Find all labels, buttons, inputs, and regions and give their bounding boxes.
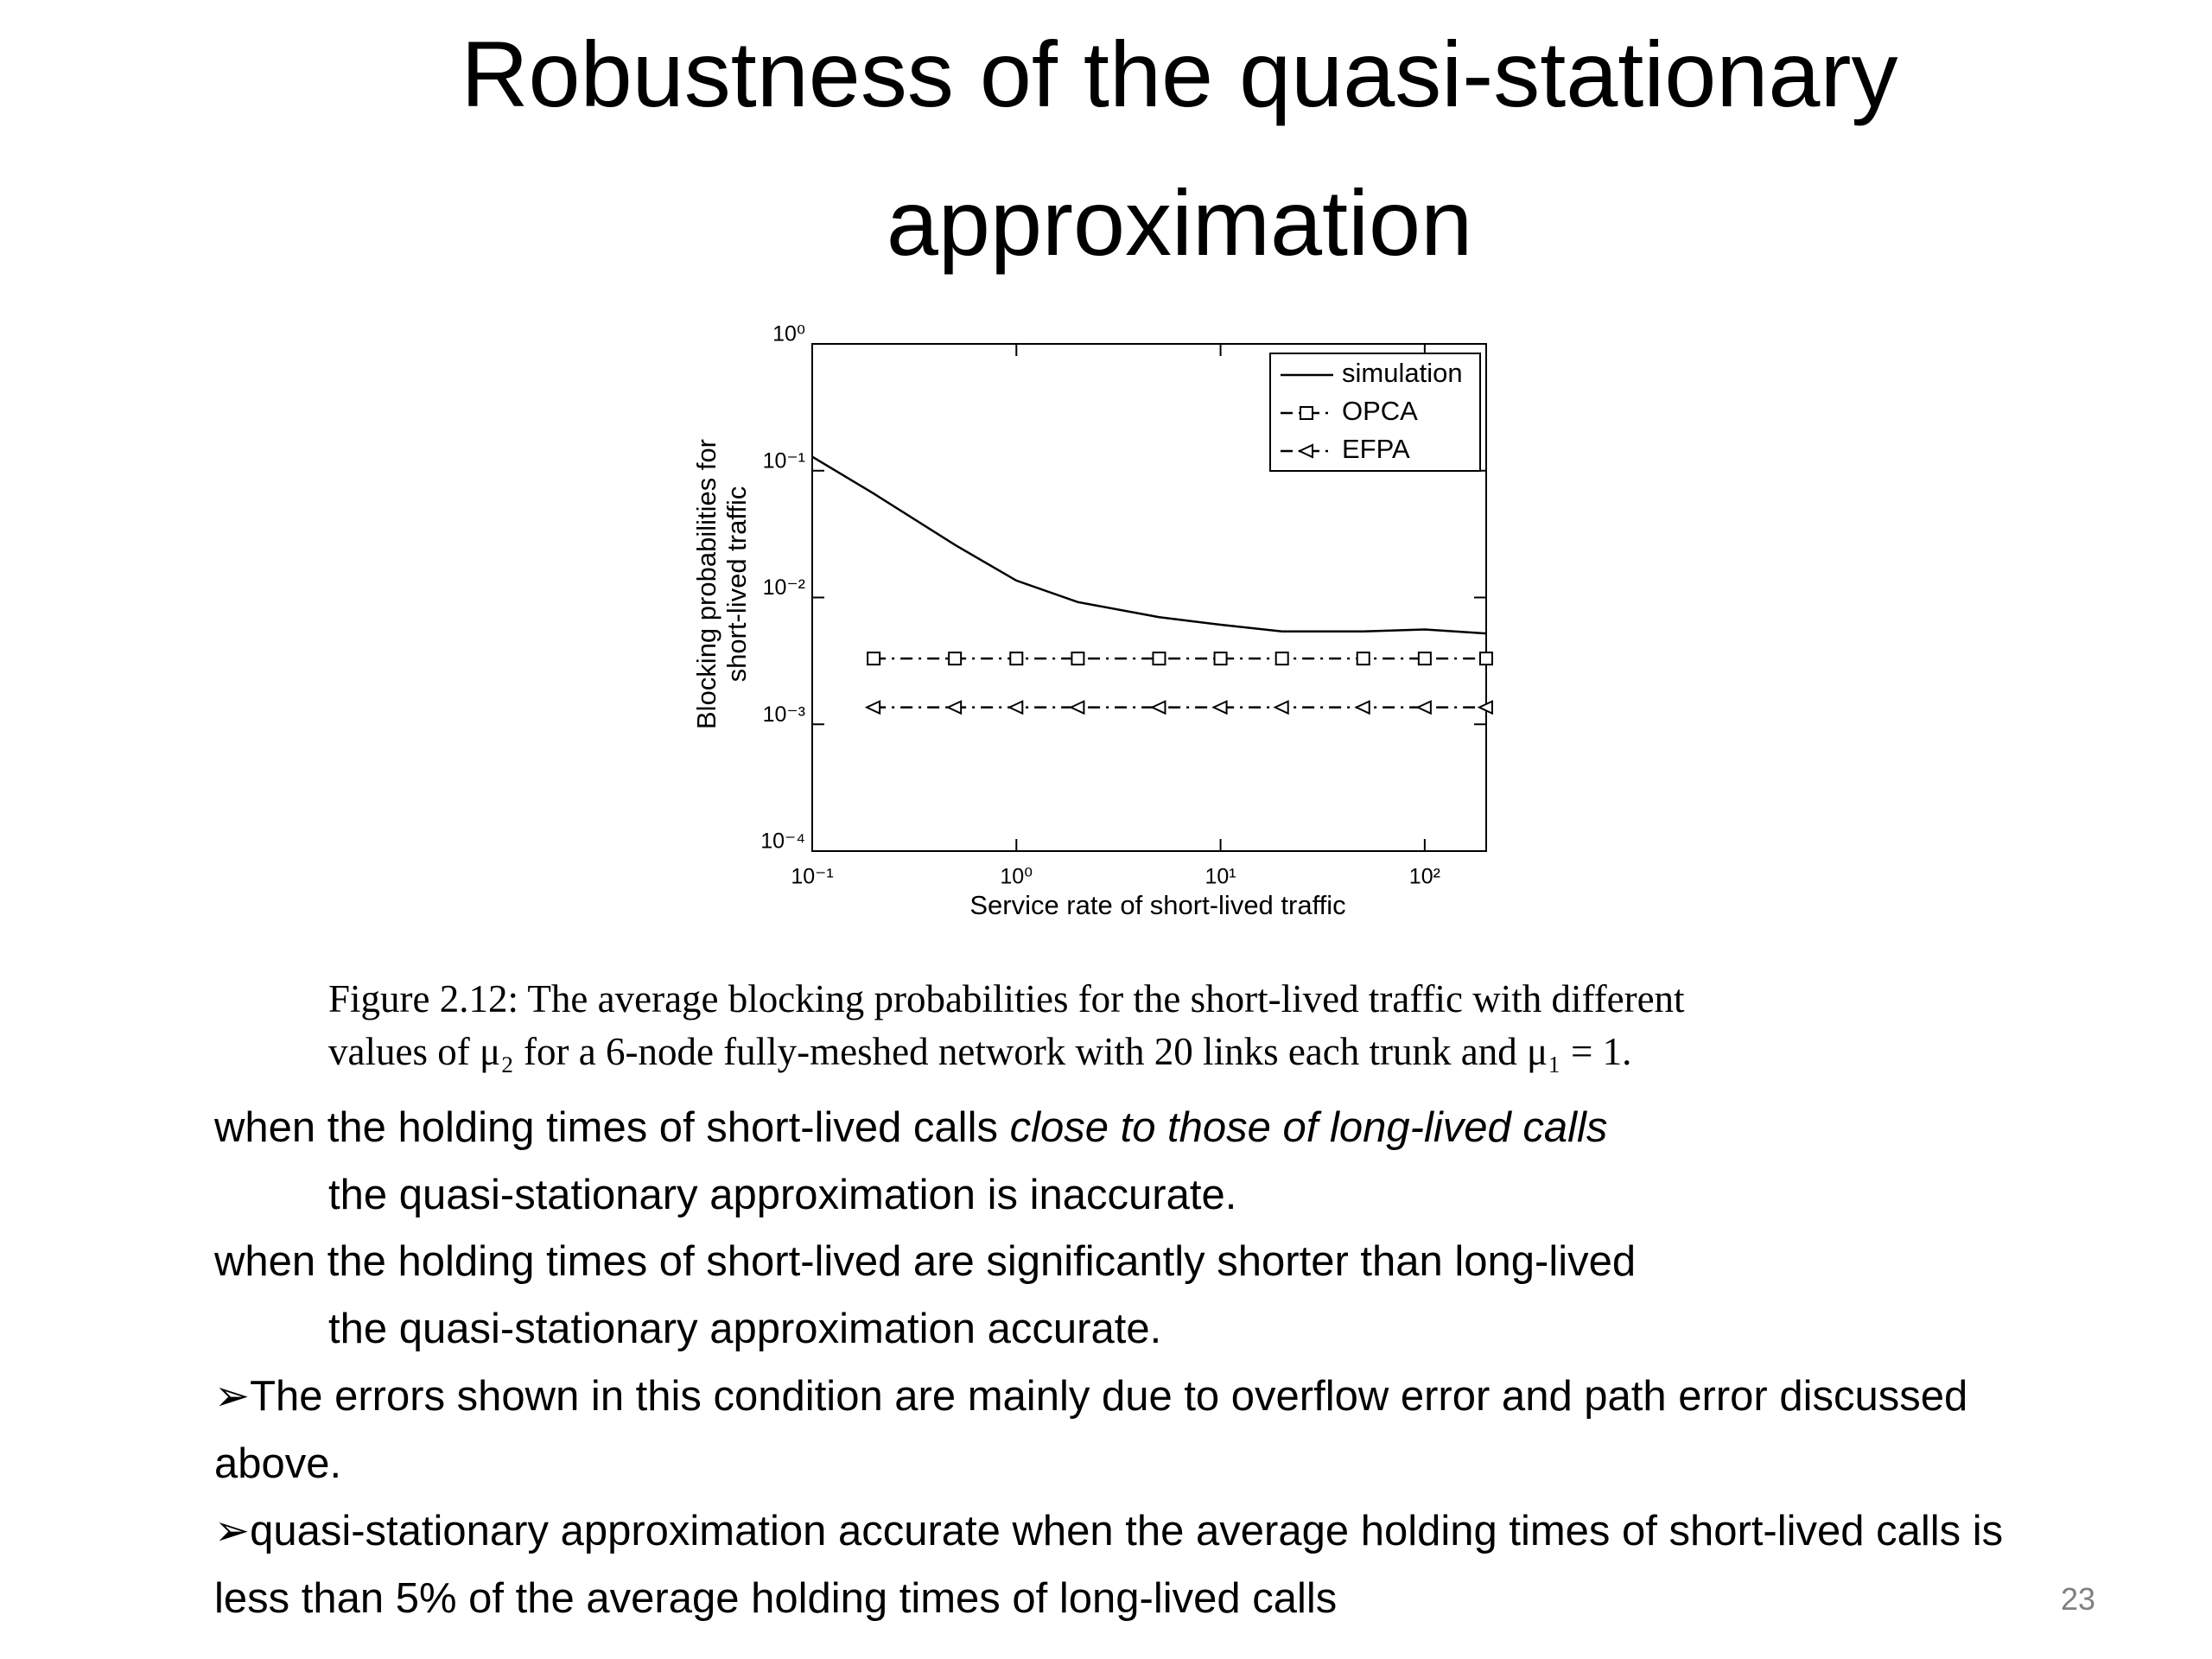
legend-marker (1300, 406, 1313, 420)
marker-square (948, 652, 963, 666)
marker-triangle (945, 700, 963, 715)
marker-square (1009, 652, 1024, 666)
x-tick-label: 10⁰ (1000, 865, 1033, 889)
series-line (811, 455, 1487, 635)
marker-square (1479, 652, 1493, 666)
y-tick-label: 10⁻¹ (763, 448, 805, 473)
x-tick-label: 10² (1409, 865, 1440, 889)
body-line: when the holding times of short-lived ar… (214, 1238, 1637, 1285)
y-tick-label: 10⁻⁴ (760, 830, 805, 854)
body-line: the quasi-stationary approximation accur… (328, 1306, 1162, 1352)
marker-square (1152, 652, 1166, 666)
page-number: 23 (2061, 1581, 2096, 1617)
body-text: when the holding times of short-lived ca… (214, 1104, 1010, 1151)
marker-square (1417, 652, 1432, 666)
bullet: ➢quasi-stationary approximation accurate… (214, 1508, 2004, 1622)
bullet-text: quasi-stationary approximation accurate … (214, 1508, 2004, 1622)
body-line: the quasi-stationary approximation is in… (328, 1172, 1237, 1218)
body-italic: close to those of long-lived calls (1009, 1104, 1608, 1151)
marker-square (1356, 652, 1370, 666)
x-tick-label: 10¹ (1205, 865, 1236, 889)
y-tick-label: 10⁰ (772, 322, 805, 346)
x-axis-label: Service rate of short-lived traffic (969, 890, 1345, 920)
marker-square (1213, 652, 1228, 666)
marker-square (1071, 652, 1085, 666)
body-line: when the holding times of short-lived ca… (214, 1094, 1607, 1161)
caption-line: values of μ₂ for a 6-node fully-meshed n… (328, 1030, 1632, 1073)
bullet: ➢The errors shown in this condition are … (214, 1373, 1968, 1487)
marker-triangle (1273, 700, 1289, 715)
y-tick-label: 10⁻³ (763, 702, 805, 727)
marker-square (1274, 652, 1289, 666)
marker-triangle (1415, 700, 1432, 715)
marker-triangle (1007, 700, 1024, 715)
caption-line: Figure 2.12: The average blocking probab… (328, 977, 1685, 1020)
legend-marker (1297, 443, 1313, 459)
slide-title: Robustness of the quasi-stationary appro… (461, 22, 1898, 275)
legend-label: OPCA (1342, 396, 1418, 426)
legend-label: EFPA (1342, 434, 1410, 464)
y-axis-label: Blocking probabilities for (691, 439, 721, 729)
marker-triangle (1354, 700, 1370, 715)
marker-triangle (1069, 700, 1085, 715)
y-tick-label: 10⁻² (763, 575, 805, 600)
marker-triangle (1477, 700, 1493, 715)
bullet-text: The errors shown in this condition are m… (214, 1373, 1968, 1487)
marker-triangle (1211, 700, 1228, 715)
x-tick-label: 10⁻¹ (791, 865, 833, 889)
marker-triangle (1150, 700, 1166, 715)
marker-square (867, 652, 881, 666)
legend-label: simulation (1342, 358, 1463, 388)
y-axis-label: short-lived traffic (721, 486, 752, 683)
marker-triangle (864, 700, 881, 715)
